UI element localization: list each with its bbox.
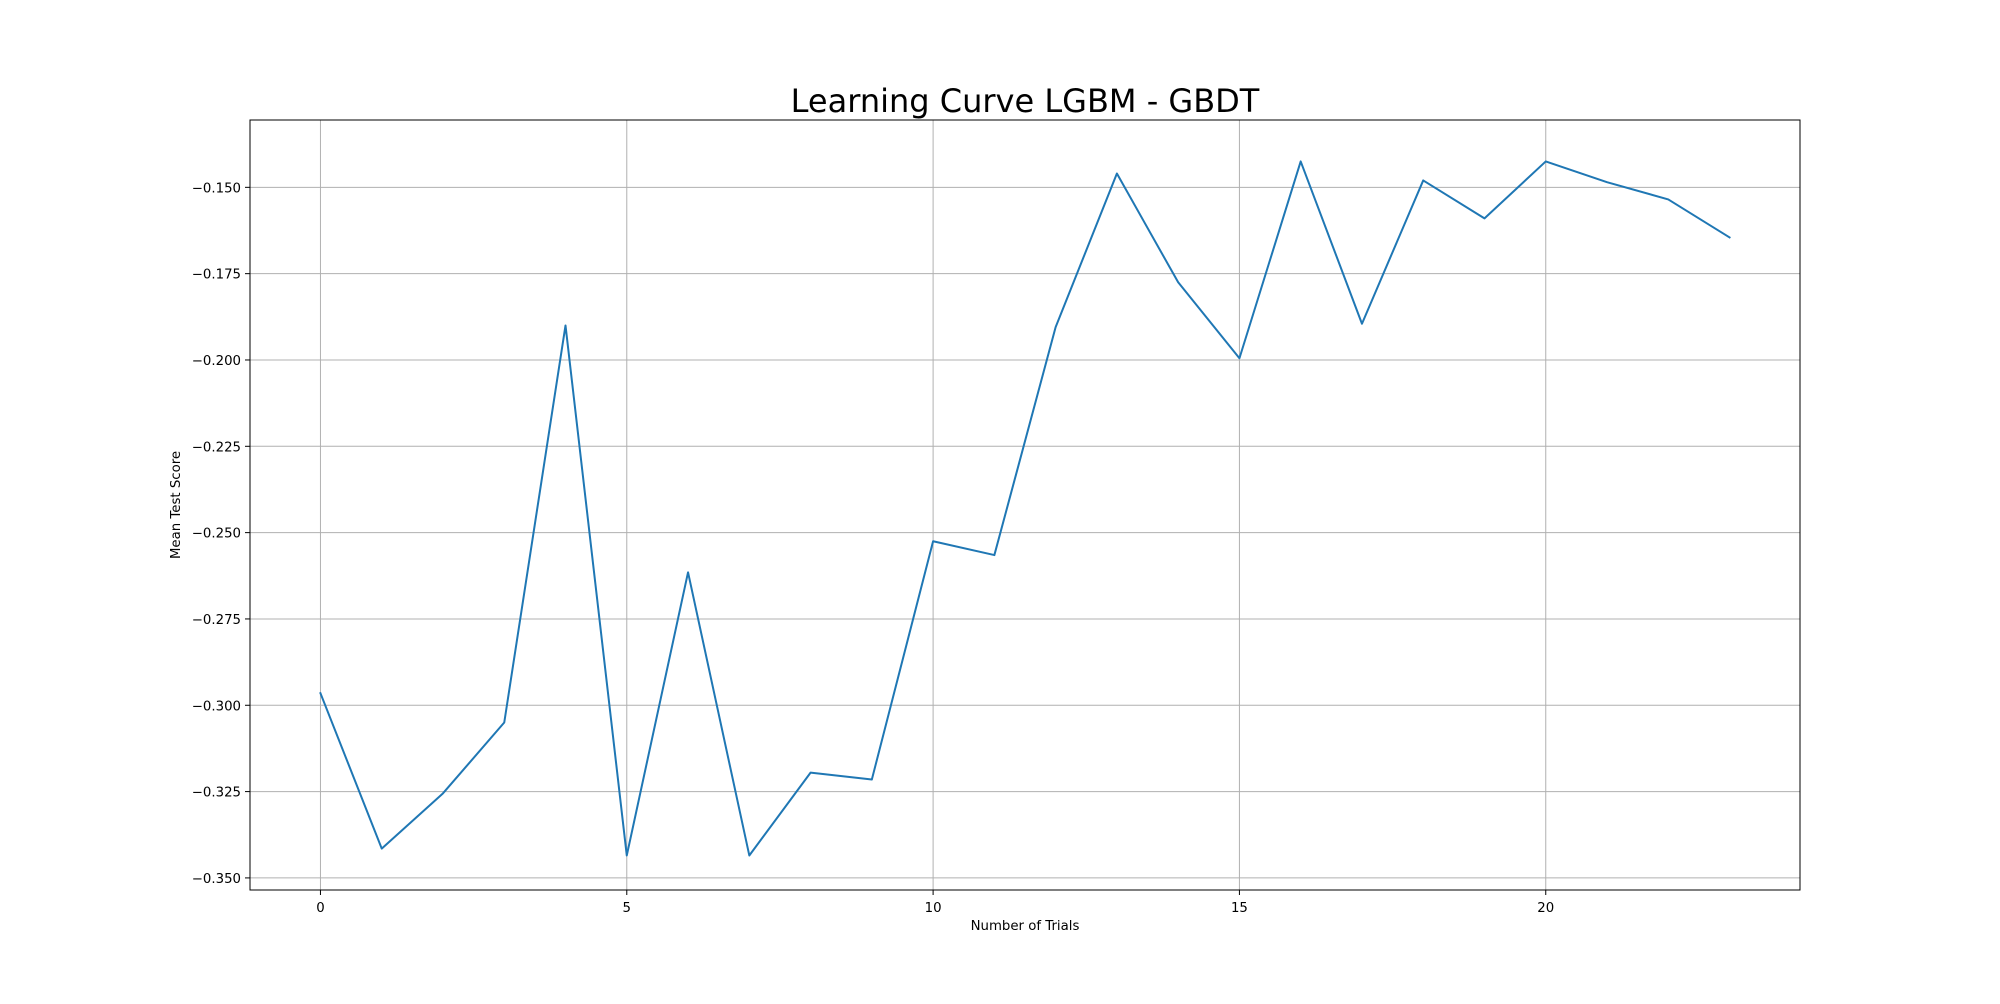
y-tick-label: −0.175 [192,268,241,283]
y-tick-label: −0.275 [192,613,241,628]
x-tick-label: 5 [623,901,631,916]
x-tick-label: 0 [316,901,324,916]
y-tick-label: −0.150 [192,181,241,196]
x-axis-ticks: 0 5 10 15 20 [316,890,1554,916]
y-tick-label: −0.225 [192,440,241,455]
x-tick-label: 10 [925,901,942,916]
y-tick-label: −0.250 [192,527,241,542]
series-line [320,161,1729,855]
plot-frame [250,120,1800,890]
x-axis-label: Number of Trials [971,919,1080,934]
x-tick-label: 15 [1231,901,1248,916]
y-tick-label: −0.350 [192,872,241,887]
y-axis-label: Mean Test Score [169,451,184,559]
y-axis-ticks: −0.350 −0.325 −0.300 −0.275 −0.250 −0.225 −0.2… [192,181,250,887]
y-tick-label: −0.200 [192,354,241,369]
series-layer [320,161,1729,855]
chart-title: Learning Curve LGBM - GBDT [791,82,1260,120]
y-tick-label: −0.300 [192,699,241,714]
grid-lines [250,120,1800,890]
x-tick-label: 20 [1537,901,1554,916]
y-tick-label: −0.325 [192,786,241,801]
